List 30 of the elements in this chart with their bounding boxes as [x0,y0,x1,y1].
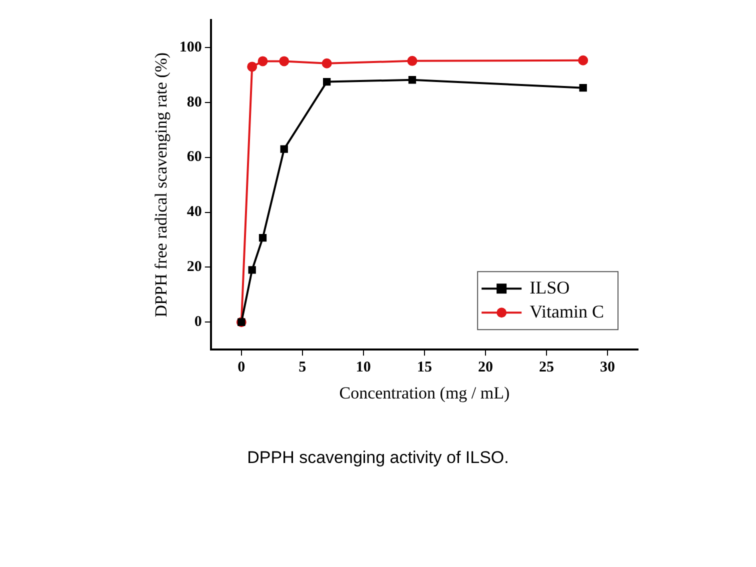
point [258,234,267,242]
point [407,56,418,66]
y-tick-label: 20 [186,259,202,276]
x-tick-label: 5 [298,359,306,376]
point [408,76,416,84]
y-tick-label: 40 [186,204,202,220]
point [322,58,332,68]
y-axis-title: DPPH free radical scavenging rate (%) [152,52,171,318]
x-axis-title: Concentration (mg / mL) [339,383,510,402]
point [258,56,268,66]
point [280,145,288,153]
text: DPPH scavenging activity of ILSO. [246,448,510,468]
point [248,266,256,274]
point [323,78,331,86]
point [279,56,290,66]
y-tick-label: 0 [194,314,202,330]
x-tick-label: 15 [416,359,432,376]
point [579,84,587,92]
point [247,62,258,72]
point [578,55,588,66]
x-tick-label: 30 [600,359,615,376]
x-tick-label: 20 [478,359,493,376]
legend-label: Vitamin C [530,301,604,322]
y-tick-label: 60 [186,149,202,166]
x-tick-label: 25 [538,359,554,376]
y-tick-label: 100 [179,39,202,56]
y-tick-label: 80 [186,94,202,110]
x-tick-label: 10 [356,359,371,376]
legend-label: ILSO [530,277,570,298]
x-tick-label: 0 [238,359,246,376]
